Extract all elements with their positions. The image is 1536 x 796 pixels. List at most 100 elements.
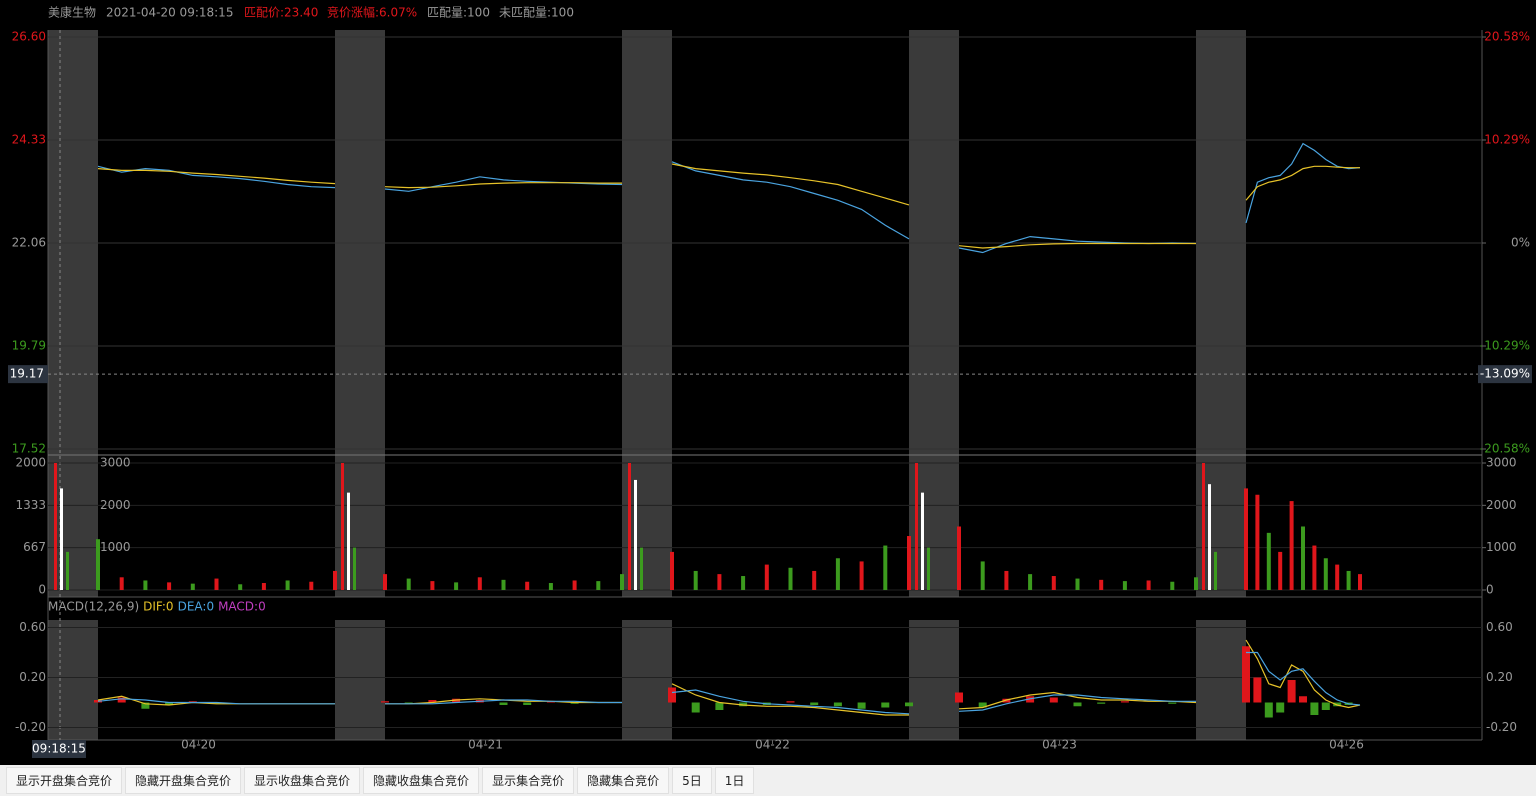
volume-bar bbox=[907, 536, 911, 590]
macd-title: MACD(12,26,9) bbox=[48, 600, 139, 614]
macd-bar bbox=[404, 702, 413, 704]
volume-bar bbox=[333, 570, 337, 590]
volume-bar bbox=[1170, 581, 1175, 590]
auction-bar bbox=[1214, 551, 1217, 590]
match-volume: 匹配量:100 bbox=[427, 6, 490, 20]
auction-bar bbox=[640, 547, 643, 590]
volume-bar bbox=[1146, 580, 1151, 590]
y-tick-label: 17.52 bbox=[12, 442, 46, 456]
toolbar-button[interactable]: 隐藏收盘集合竞价 bbox=[363, 767, 480, 794]
auction-bar bbox=[66, 551, 69, 590]
toolbar-button[interactable]: 显示收盘集合竞价 bbox=[244, 767, 361, 794]
volume-bar bbox=[430, 581, 435, 590]
auction-bar bbox=[54, 463, 57, 590]
volume-bar bbox=[1255, 494, 1260, 590]
volume-bar bbox=[1122, 581, 1127, 590]
y-tick-label: 0.20 bbox=[19, 670, 46, 684]
y2-tick-label: 0.60 bbox=[1486, 620, 1513, 634]
x-tick-label: 04-21 bbox=[468, 738, 503, 752]
macd-bar bbox=[1310, 702, 1319, 715]
toolbar-button[interactable]: 隐藏开盘集合竞价 bbox=[125, 767, 242, 794]
auction-bar bbox=[915, 463, 918, 590]
auction-bands bbox=[48, 30, 1246, 740]
volume-bar bbox=[1323, 558, 1328, 590]
x-tick-label: 04-22 bbox=[755, 738, 790, 752]
y-tick-label: -0.20 bbox=[15, 720, 46, 734]
macd-bar bbox=[833, 702, 842, 707]
volume-bar bbox=[214, 578, 219, 590]
volume-bar bbox=[285, 580, 290, 590]
macd-bar bbox=[739, 702, 748, 707]
macd-bar bbox=[1264, 702, 1273, 718]
volume-bar bbox=[572, 580, 577, 590]
legend-macd: MACD:0 bbox=[218, 600, 266, 614]
volume-bar bbox=[190, 583, 195, 590]
toolbar-button[interactable]: 隐藏集合竞价 bbox=[577, 767, 670, 794]
volume-bar bbox=[1312, 545, 1317, 590]
volume-bar bbox=[1004, 570, 1009, 590]
auction-bar bbox=[628, 463, 631, 590]
volume-bar bbox=[1194, 577, 1198, 590]
auction-bar bbox=[921, 492, 924, 590]
y-tick-label: 0.60 bbox=[19, 620, 46, 634]
macd-bar bbox=[499, 702, 508, 705]
volume-bar bbox=[741, 576, 746, 590]
macd-bar bbox=[188, 701, 197, 703]
line-dea bbox=[97, 651, 1361, 715]
y2-tick-label: 0 bbox=[1486, 583, 1494, 597]
volume-bar bbox=[1028, 574, 1033, 590]
auction-bar bbox=[634, 479, 637, 590]
y2-tick-label: 0% bbox=[1511, 236, 1530, 250]
volume-bar bbox=[980, 561, 985, 590]
auction-bar bbox=[341, 463, 344, 590]
volume-bar bbox=[454, 582, 459, 590]
volume-bar bbox=[1278, 551, 1283, 590]
toolbar-button[interactable]: 1日 bbox=[714, 767, 755, 794]
volume-bar bbox=[693, 570, 698, 590]
volume-bar bbox=[835, 558, 840, 590]
crosshair-y2-box bbox=[1478, 365, 1532, 384]
macd-bar bbox=[165, 702, 174, 705]
volume-bar bbox=[167, 582, 172, 590]
volume-bar bbox=[309, 581, 314, 590]
line-average bbox=[97, 163, 1360, 249]
macd-bar bbox=[1321, 702, 1330, 710]
macd-bar bbox=[978, 702, 987, 708]
macd-bar bbox=[786, 701, 795, 703]
macd-bar bbox=[117, 697, 126, 703]
y2-tick-label: -0.20 bbox=[1486, 720, 1517, 734]
volume-bar bbox=[477, 577, 482, 590]
volume-bar bbox=[1051, 576, 1056, 590]
volume-bar bbox=[238, 584, 243, 590]
volume-bar bbox=[1289, 501, 1294, 590]
y2-tick-label: 1000 bbox=[1486, 540, 1517, 554]
crosshair-x-box bbox=[32, 740, 86, 758]
volume-bar bbox=[1244, 488, 1248, 590]
macd-bar bbox=[1242, 646, 1250, 703]
macd-bar bbox=[691, 702, 700, 713]
toolbar-button[interactable]: 显示开盘集合竞价 bbox=[6, 767, 123, 794]
toolbar-button[interactable]: 显示集合竞价 bbox=[482, 767, 575, 794]
y2-tick-label: 20.58% bbox=[1484, 30, 1530, 44]
volume-bar bbox=[261, 583, 266, 590]
auction-bar bbox=[347, 492, 350, 590]
macd-bar bbox=[1168, 702, 1177, 704]
volume-bar bbox=[596, 581, 601, 590]
macd-bar bbox=[452, 698, 461, 703]
volume-bar bbox=[717, 574, 722, 590]
macd-bar bbox=[1097, 702, 1106, 704]
macd-bar bbox=[428, 700, 437, 703]
crosshair-y-label: 19.17 bbox=[10, 367, 44, 381]
volume-bar bbox=[525, 581, 530, 590]
inner-tick-label: 3000 bbox=[100, 456, 131, 470]
auction-bar bbox=[1202, 463, 1205, 590]
y-tick-label: 26.60 bbox=[12, 30, 46, 44]
auction-change: 竞价涨幅:6.07% bbox=[327, 5, 417, 20]
legend-dea: DEA:0 bbox=[178, 600, 215, 614]
macd-bar bbox=[381, 701, 389, 703]
x-tick-label: 04-23 bbox=[1042, 738, 1077, 752]
toolbar-button[interactable]: 5日 bbox=[672, 767, 712, 794]
macd-bar bbox=[570, 702, 579, 704]
volume-bar bbox=[788, 567, 793, 590]
volume-bar bbox=[1266, 532, 1271, 590]
